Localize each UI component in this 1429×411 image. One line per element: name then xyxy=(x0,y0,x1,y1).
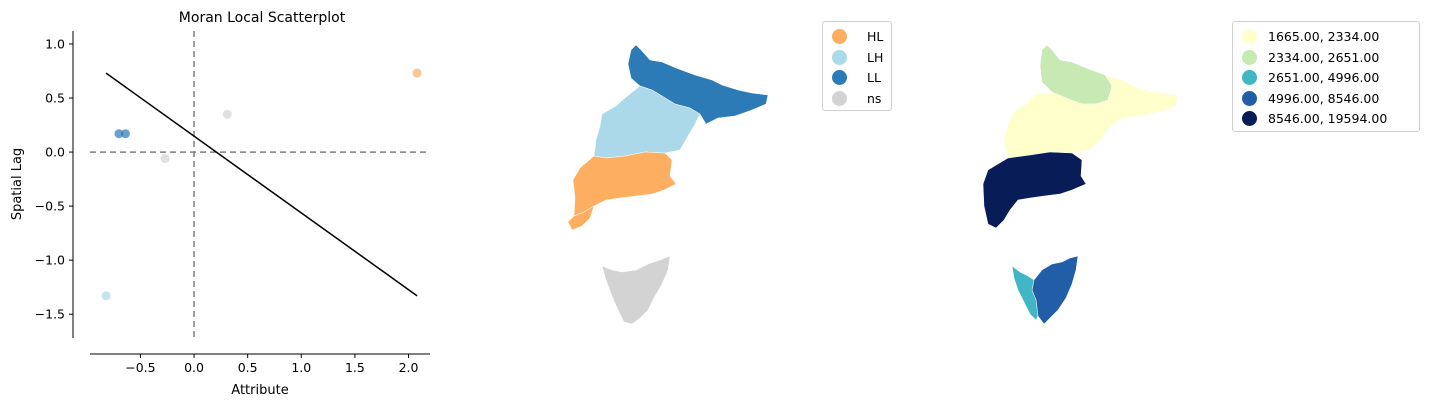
x-tick-label: 0.0 xyxy=(184,360,204,375)
legend-marker xyxy=(1242,90,1257,106)
legend-marker xyxy=(1242,49,1257,65)
legend-label: LL xyxy=(867,70,881,85)
map-region-ns xyxy=(601,255,671,325)
y-tick-label: −1.0 xyxy=(35,253,65,268)
legend-label: 2334.00, 2651.00 xyxy=(1268,49,1380,65)
x-tick-label: 2.0 xyxy=(399,360,419,375)
x-ticks: −0.5 0.0 0.5 1.0 1.5 2.0 xyxy=(125,354,419,375)
y-tick-label: −1.5 xyxy=(35,307,65,322)
y-ticks: −1.5 −1.0 −0.5 0.0 0.5 1.0 xyxy=(35,36,73,322)
legend-label: 2651.00, 4996.00 xyxy=(1268,70,1380,85)
legend-marker xyxy=(832,90,847,106)
scatter-point-4 xyxy=(120,129,130,139)
legend-label: ns xyxy=(867,90,882,106)
scatter-point-2 xyxy=(222,109,232,119)
legend-label: LH xyxy=(867,49,884,65)
y-tick-label: 0.5 xyxy=(45,91,65,106)
legend-label: 4996.00, 8546.00 xyxy=(1268,90,1380,106)
scatter-point-1 xyxy=(412,68,422,78)
x-axis-label: Attribute xyxy=(231,383,288,398)
y-tick-label: 0.0 xyxy=(45,145,65,160)
legend-label: 1665.00, 2334.00 xyxy=(1268,29,1380,44)
legend-marker xyxy=(1242,111,1257,126)
x-tick-label: 1.0 xyxy=(291,360,311,375)
map-region-q3 xyxy=(1011,265,1039,321)
cluster-map xyxy=(567,44,769,325)
quantile-map xyxy=(982,44,1179,325)
moran-scatter-panel: Moran Local Scatterplot −0.5 0.0 0.5 1.0 1.5… xyxy=(10,10,430,398)
legend-marker xyxy=(832,29,847,44)
map-region-hl xyxy=(567,151,677,231)
legend-marker xyxy=(1242,29,1257,44)
scatter-points xyxy=(101,68,422,301)
fit-line xyxy=(105,72,418,297)
reference-lines xyxy=(90,31,430,338)
y-axis-label: Spatial Lag xyxy=(10,148,25,220)
map-region-q5 xyxy=(982,151,1087,229)
y-tick-label: 1.0 xyxy=(45,36,65,51)
x-tick-label: 0.5 xyxy=(238,360,258,375)
legend-marker xyxy=(832,49,847,65)
map-region-q4 xyxy=(1031,255,1079,325)
quantile-legend: 1665.00, 2334.00 2334.00, 2651.00 2651.00,… xyxy=(1232,21,1420,132)
legend-marker xyxy=(832,70,847,85)
legend-label: 8546.00, 19594.00 xyxy=(1268,111,1388,126)
legend-marker xyxy=(1242,70,1257,85)
x-tick-label: 1.5 xyxy=(345,360,365,375)
scatter-axes xyxy=(72,31,430,355)
fit-line-group xyxy=(105,72,418,297)
cluster-legend: HL LH LL ns xyxy=(822,21,892,111)
x-tick-label: −0.5 xyxy=(125,360,155,375)
scatter-title: Moran Local Scatterplot xyxy=(179,10,346,26)
scatter-point-6 xyxy=(101,291,111,301)
y-tick-label: −0.5 xyxy=(35,199,65,214)
scatter-point-5 xyxy=(160,154,170,164)
legend-label: HL xyxy=(867,29,884,44)
scatter-point-3 xyxy=(114,129,124,139)
